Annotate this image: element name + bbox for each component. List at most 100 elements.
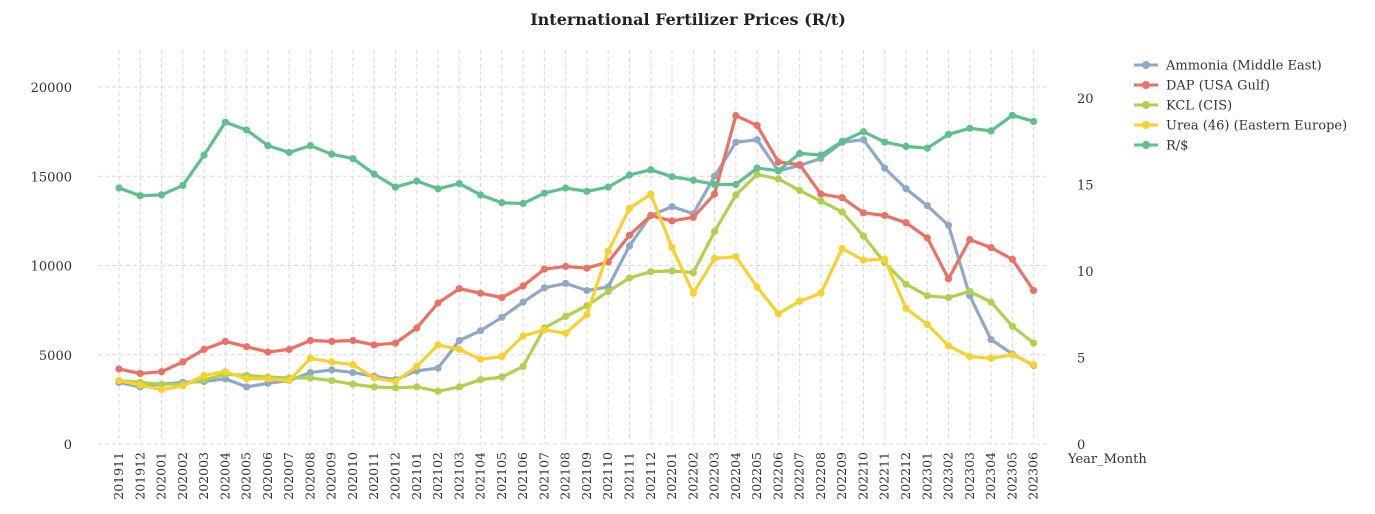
data-point [859,128,868,136]
data-point [413,177,421,185]
y2-tick-label: 0 [1077,438,1085,453]
data-point [306,374,315,382]
data-point [753,136,761,144]
data-point [944,342,953,350]
data-point [562,329,570,337]
x-axis-label: Year_Month [1067,452,1147,467]
data-point [179,382,187,390]
data-point [647,190,655,198]
data-point [710,180,719,189]
data-point [625,171,634,179]
data-point [859,136,868,144]
data-point [115,377,123,385]
data-point [115,365,123,373]
legend-swatch-marker [1142,61,1150,69]
data-point [136,369,144,378]
data-point [498,313,506,321]
y-axis-right: 0 5 10 15 20 [1077,92,1094,453]
data-point [476,191,485,199]
legend-label: R/$ [1166,139,1188,154]
data-point [519,362,527,370]
data-point [285,148,293,157]
data-point [604,247,612,255]
y2-tick-label: 15 [1077,179,1094,194]
legend-label: Urea (46) (Eastern Europe) [1166,119,1347,134]
data-point [157,380,166,388]
data-point [476,327,485,335]
legend-item: Urea (46) (Eastern Europe) [1134,119,1347,134]
data-point [391,384,400,392]
data-point [434,387,442,395]
series-1 [115,112,1038,378]
data-point [391,377,400,386]
data-point [157,386,166,394]
data-point [476,289,485,297]
x-tick-label: 202201 [664,452,679,500]
data-point [306,369,315,377]
data-point [987,354,995,362]
data-point [625,204,634,212]
x-tick-label: 202205 [749,452,764,500]
data-point [540,326,549,334]
data-point [583,187,591,195]
data-point [647,166,655,174]
data-point [753,164,761,172]
series-3 [115,190,1038,394]
data-point [987,336,995,344]
x-tick-label: 202001 [154,452,169,500]
x-tick-label: 202301 [919,452,934,500]
data-point [370,170,378,178]
data-point [923,320,931,328]
data-point [647,211,655,220]
data-point [264,348,272,356]
legend-item: Ammonia (Middle East) [1134,59,1322,74]
chart-title: International Fertilizer Prices (R/t) [530,10,846,29]
data-point [881,211,889,220]
x-tick-label: 202209 [834,452,849,500]
x-tick-label: 202101 [409,452,424,500]
data-point [285,377,293,385]
data-point [583,286,591,295]
data-point [859,256,868,264]
data-point [221,337,229,345]
series-4 [115,111,1038,208]
data-point [732,112,740,120]
data-point [668,267,676,275]
y-axis-left: 0 5000 10000 15000 20000 [31,81,72,453]
series-0 [115,136,1038,391]
data-point [710,254,719,262]
y2-tick-label: 5 [1077,352,1085,367]
data-point [859,209,868,217]
data-point [243,375,251,383]
data-point [944,275,953,283]
y2-tick-label: 10 [1077,265,1094,280]
data-point [243,383,251,391]
x-tick-label: 202004 [217,452,232,500]
data-point [774,310,782,318]
data-point [732,253,740,261]
data-point [562,262,570,270]
data-point [328,366,336,374]
data-point [944,221,953,229]
x-tick-label: 202208 [813,452,828,500]
grid [98,50,1048,445]
data-point [689,176,697,184]
data-point [157,191,166,199]
data-point [349,369,357,377]
x-tick-label: 202010 [345,452,360,500]
data-point [710,190,719,198]
data-point [689,289,697,297]
legend-label: Ammonia (Middle East) [1165,59,1322,74]
data-point [243,126,251,134]
data-point [498,294,506,302]
legend-swatch-marker [1142,141,1150,149]
series-2 [115,170,1038,395]
data-point [498,352,506,361]
series-line [117,113,1036,206]
data-point [455,285,463,293]
data-point [838,194,846,202]
x-tick-label: 202305 [1004,452,1019,500]
x-tick-label: 202204 [728,452,743,500]
data-point [370,341,378,349]
